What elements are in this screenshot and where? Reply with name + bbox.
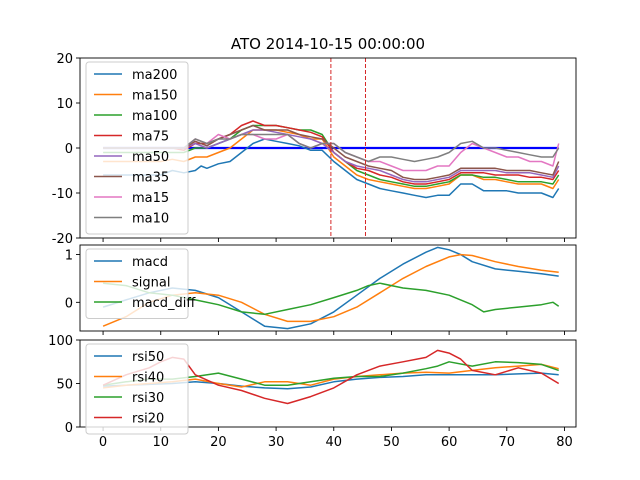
series-line-ma150	[103, 129, 560, 190]
x-tick-label: 20	[210, 435, 227, 450]
legend-label-rsi50: rsi50	[132, 350, 164, 365]
panel-moving-averages: -20-1001020ma200ma150ma100ma75ma50ma35ma…	[52, 52, 577, 247]
legend-label-rsi20: rsi20	[132, 412, 164, 427]
y-tick-label: 0	[65, 142, 73, 157]
legend-label-ma200: ma200	[132, 68, 177, 83]
panel-macd: 0 1 macd signal macd_diff	[65, 244, 577, 335]
x-tick-label: 10	[152, 435, 169, 450]
legend-label-ma50: ma50	[132, 150, 169, 165]
axes-frame-macd	[79, 244, 577, 332]
series-line-ma35	[103, 124, 560, 181]
y-tick-label: 20	[56, 52, 73, 67]
y-tick-label: 50	[56, 378, 73, 393]
y-tick-label: 100	[48, 334, 73, 349]
legend-moving-averages: ma200 ma150 ma100 ma75 ma50 ma35 ma15 ma10	[85, 61, 189, 235]
x-tick-label: 30	[268, 435, 285, 450]
plot-area-moving-averages	[103, 58, 560, 238]
legend-label-ma150: ma150	[132, 89, 177, 104]
x-tick-label: 50	[383, 435, 400, 450]
y-tick-label: -10	[52, 187, 73, 202]
legend-macd: macd signal macd_diff	[85, 248, 196, 319]
x-tick-label: 0	[99, 435, 107, 450]
legend-label-macd_diff: macd_diff	[132, 296, 196, 311]
series-line-macd_diff	[103, 282, 560, 316]
legend-label-rsi30: rsi30	[132, 391, 164, 406]
legend-label-ma15: ma15	[132, 191, 169, 206]
series-line-ma10	[103, 133, 560, 163]
legend-label-ma35: ma35	[132, 171, 169, 186]
legend-label-ma100: ma100	[132, 109, 177, 124]
legend-box	[85, 248, 189, 319]
x-tick-label: 60	[441, 435, 458, 450]
legend-rsi: rsi50 rsi40 rsi30 rsi20	[85, 343, 189, 435]
legend-label-rsi40: rsi40	[132, 371, 164, 386]
x-tick-label: 70	[499, 435, 516, 450]
legend-label-ma10: ma10	[132, 212, 169, 227]
panels: -20-1001020ma200ma150ma100ma75ma50ma35ma…	[48, 52, 577, 450]
series-line-ma200	[103, 138, 560, 199]
legend-label-macd: macd	[132, 255, 168, 270]
y-tick-label: 0	[65, 296, 73, 311]
y-tick-label: 10	[56, 97, 73, 112]
y-tick-label: 0	[65, 421, 73, 436]
legend-box	[85, 343, 189, 435]
legend-label-signal: signal	[132, 276, 170, 291]
chart-title: ATO 2014-10-15 00:00:00	[231, 35, 425, 53]
legend-label-ma75: ma75	[132, 130, 169, 145]
y-tick-label: -20	[52, 232, 73, 247]
series-line-ma50	[103, 129, 560, 183]
y-tick-label: 1	[65, 249, 73, 264]
legend-box	[85, 61, 189, 235]
x-tick-label: 40	[325, 435, 342, 450]
x-tick-label: 80	[556, 435, 573, 450]
